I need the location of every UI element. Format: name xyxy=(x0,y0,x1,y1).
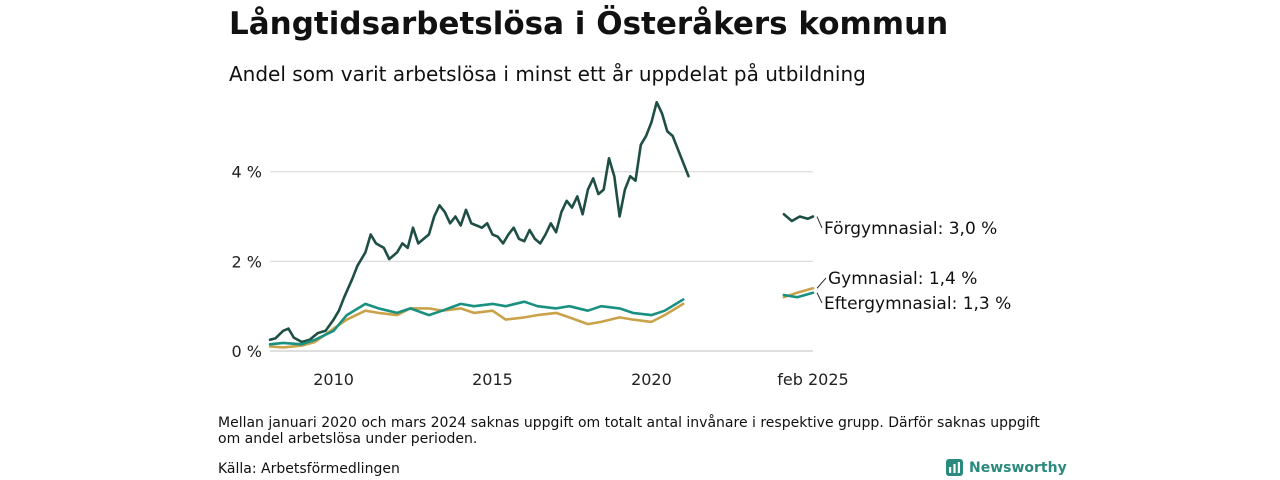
brand-name: Newsworthy xyxy=(969,459,1067,476)
x-tick-label: 2015 xyxy=(472,370,513,389)
series-tail-eftergymnasial xyxy=(782,291,815,299)
source-note: Källa: Arbetsförmedlingen xyxy=(218,461,400,477)
series-tail-forgymnasial xyxy=(782,213,815,223)
series-line-forgymnasial xyxy=(268,100,690,344)
x-tick-label: 2020 xyxy=(631,370,672,389)
line-chart: 0 % 2 % 4 % 2010 2015 2020 feb 2025 Förgymnasia… xyxy=(232,100,1011,389)
y-tick-label: 4 % xyxy=(232,163,262,182)
y-tick-label: 2 % xyxy=(232,252,262,271)
label-leader-gymnasial xyxy=(816,277,827,289)
series-label-gymnasial: Gymnasial: 1,4 % xyxy=(828,269,977,289)
x-tick-label: feb 2025 xyxy=(777,370,848,389)
chart-subtitle: Andel som varit arbetslösa i minst ett å… xyxy=(229,62,866,86)
series-line-gymnasial xyxy=(268,302,685,349)
series-label-eftergymnasial: Eftergymnasial: 1,3 % xyxy=(824,294,1011,314)
series-line-eftergymnasial xyxy=(268,298,685,346)
label-leader-forgymnasial xyxy=(816,216,823,229)
footnote: Mellan januari 2020 och mars 2024 saknas… xyxy=(218,415,1040,447)
label-leader-eftergymnasial xyxy=(816,292,823,304)
brand-logo: Newsworthy xyxy=(946,459,1067,476)
x-tick-label: 2010 xyxy=(313,370,354,389)
newsworthy-icon xyxy=(946,459,963,476)
series-label-forgymnasial: Förgymnasial: 3,0 % xyxy=(824,219,997,239)
chart-title: Långtidsarbetslösa i Österåkers kommun xyxy=(229,6,949,42)
y-tick-label: 0 % xyxy=(232,342,262,361)
